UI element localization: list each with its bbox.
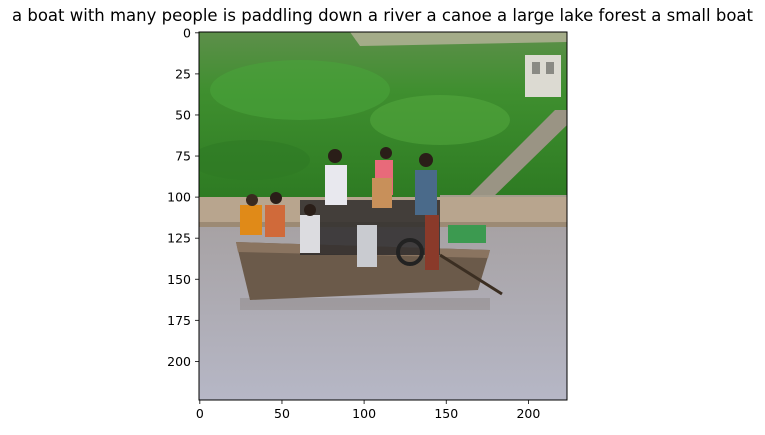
y-tick-label: 100 <box>167 190 191 205</box>
y-tick-label: 150 <box>167 272 191 287</box>
stone-steps <box>470 110 567 200</box>
x-tick-label: 100 <box>352 406 376 421</box>
x-tick-label: 0 <box>196 406 204 421</box>
y-tick-label: 25 <box>175 66 191 81</box>
x-axis: 0 50 100 150 200 <box>196 400 540 421</box>
y-tick-label: 75 <box>175 149 191 164</box>
y-tick-label: 200 <box>167 354 191 369</box>
x-tick-label: 150 <box>434 406 458 421</box>
axes-frame <box>198 31 568 401</box>
building <box>525 55 561 97</box>
y-tick-label: 175 <box>167 313 191 328</box>
photo <box>199 32 567 400</box>
x-tick-label: 200 <box>516 406 540 421</box>
y-tick-label: 0 <box>183 25 191 40</box>
y-tick-label: 50 <box>175 107 191 122</box>
figure-title: a boat with many people is paddling down… <box>11 6 753 25</box>
people <box>240 147 439 270</box>
x-tick-label: 50 <box>274 406 290 421</box>
y-axis: 0 25 50 75 100 125 150 175 200 <box>167 25 199 369</box>
y-tick-label: 125 <box>167 231 191 246</box>
